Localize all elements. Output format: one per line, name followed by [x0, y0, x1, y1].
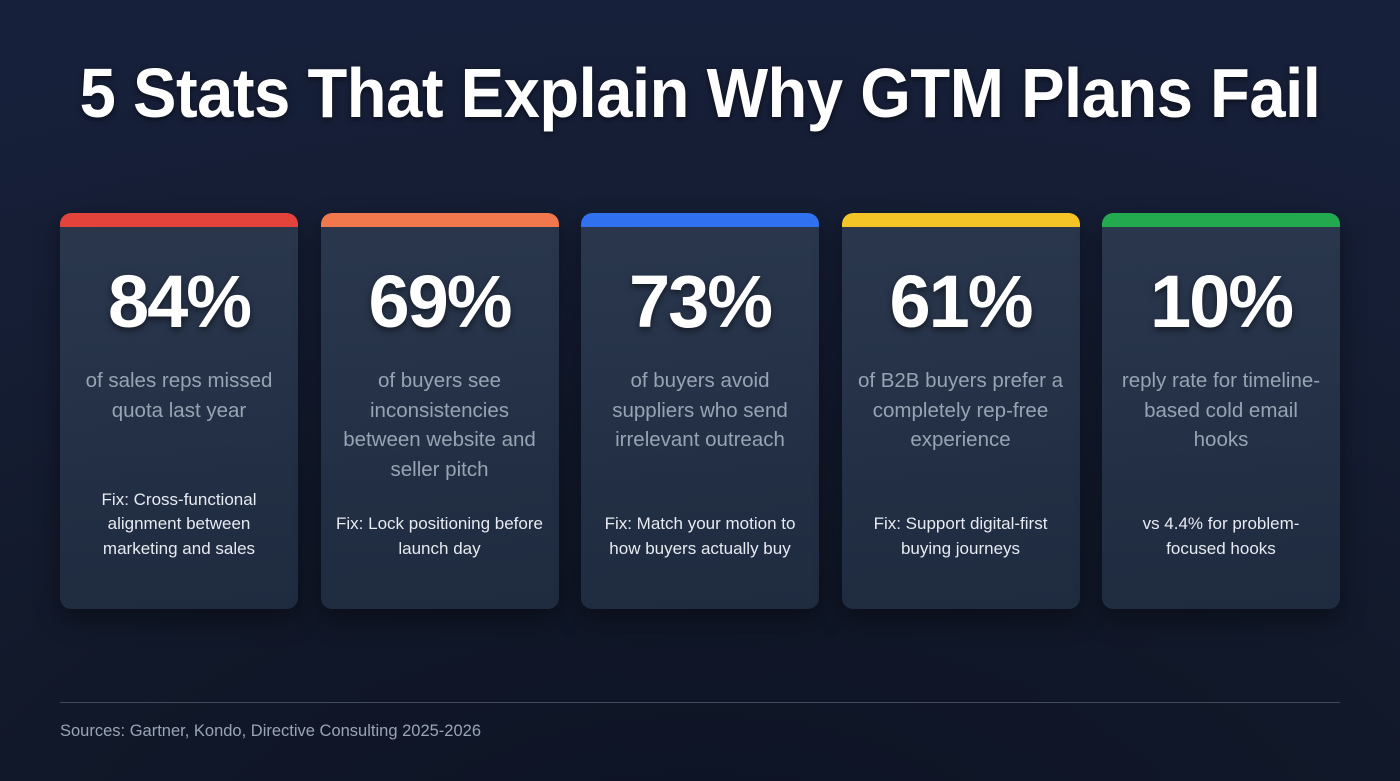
card-accent-bar: [60, 213, 298, 227]
stat-fix-note: Fix: Support digital-first buying journe…: [873, 514, 1048, 558]
card-body: 10% reply rate for timeline-based cold e…: [1102, 213, 1340, 609]
card-body: 84% of sales reps missed quota last year…: [60, 213, 298, 609]
stat-card: 84% of sales reps missed quota last year…: [60, 213, 298, 609]
stat-fix-note: vs 4.4% for problem-focused hooks: [1142, 514, 1300, 558]
card-accent-bar: [841, 213, 1080, 227]
stat-description: of buyers see inconsistencies between we…: [343, 369, 536, 481]
stat-description: of sales reps missed quota last year: [85, 369, 273, 422]
stat-value: 61%: [889, 260, 1033, 343]
sources-text: Sources: Gartner, Kondo, Directive Consu…: [60, 722, 481, 740]
card-accent-bar: [581, 213, 819, 227]
card-body: 61% of B2B buyers prefer a completely re…: [842, 213, 1080, 609]
card-body: 69% of buyers see inconsistencies betwee…: [321, 213, 559, 609]
stat-value: 69%: [368, 260, 512, 343]
stat-card: 73% of buyers avoid suppliers who send i…: [581, 213, 819, 609]
card-accent-bar: [320, 213, 559, 227]
stat-description: of buyers avoid suppliers who send irrel…: [612, 369, 788, 451]
footer-divider: [60, 702, 1340, 703]
stat-description: of B2B buyers prefer a completely rep-fr…: [857, 369, 1064, 451]
stat-card: 10% reply rate for timeline-based cold e…: [1102, 213, 1340, 609]
title-container: 5 Stats That Explain Why GTM Plans Fail: [0, 58, 1400, 128]
stat-fix-note: Fix: Cross-functional alignment between …: [101, 489, 257, 558]
stat-description: reply rate for timeline-based cold email…: [1121, 369, 1321, 451]
stat-value: 10%: [1149, 260, 1294, 343]
stat-value: 84%: [107, 260, 252, 343]
stat-fix-note: Fix: Match your motion to how buyers act…: [604, 514, 796, 558]
stat-fix-note: Fix: Lock positioning before launch day: [336, 514, 543, 558]
card-body: 73% of buyers avoid suppliers who send i…: [581, 213, 819, 609]
footer: Sources: Gartner, Kondo, Directive Consu…: [60, 702, 1340, 741]
stat-value: 73%: [628, 260, 773, 343]
stat-cards-row: 84% of sales reps missed quota last year…: [60, 213, 1340, 609]
stat-card: 61% of B2B buyers prefer a completely re…: [841, 213, 1080, 609]
card-accent-bar: [1102, 213, 1340, 227]
stat-card: 69% of buyers see inconsistencies betwee…: [320, 213, 559, 609]
page-title: 5 Stats That Explain Why GTM Plans Fail: [79, 54, 1321, 132]
